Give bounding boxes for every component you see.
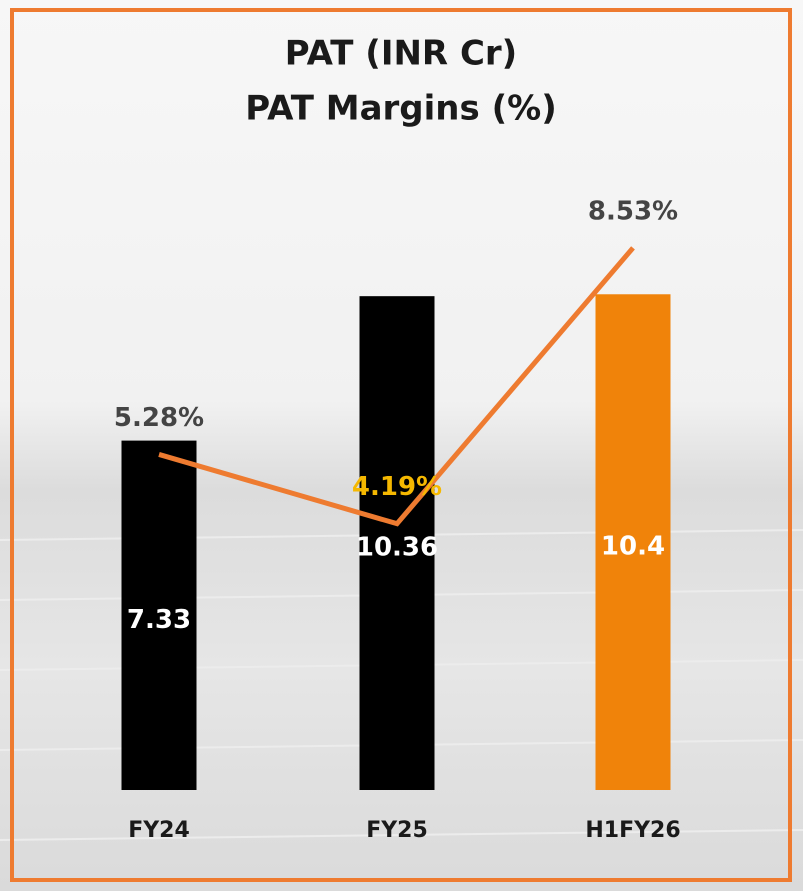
x-tick-label: FY25 [366, 818, 428, 843]
chart: PAT (INR Cr) PAT Margins (%) 7.33 10.36 10… [0, 0, 803, 891]
x-tick-label: FY24 [128, 818, 190, 843]
line-value-label: 8.53% [588, 196, 678, 226]
x-tick-label: H1FY26 [585, 818, 680, 843]
bar-value-label: 10.4 [601, 532, 665, 562]
chart-title: PAT (INR Cr) [285, 34, 517, 74]
bar-value-label: 10.36 [356, 533, 438, 563]
page: {"chart_data": { "type": "combo", "title… [0, 0, 803, 891]
line-value-label: 5.28% [114, 403, 204, 433]
bar-value-label: 7.33 [127, 605, 191, 635]
line-value-label: 4.19% [352, 472, 442, 502]
chart-subtitle: PAT Margins (%) [245, 89, 556, 129]
